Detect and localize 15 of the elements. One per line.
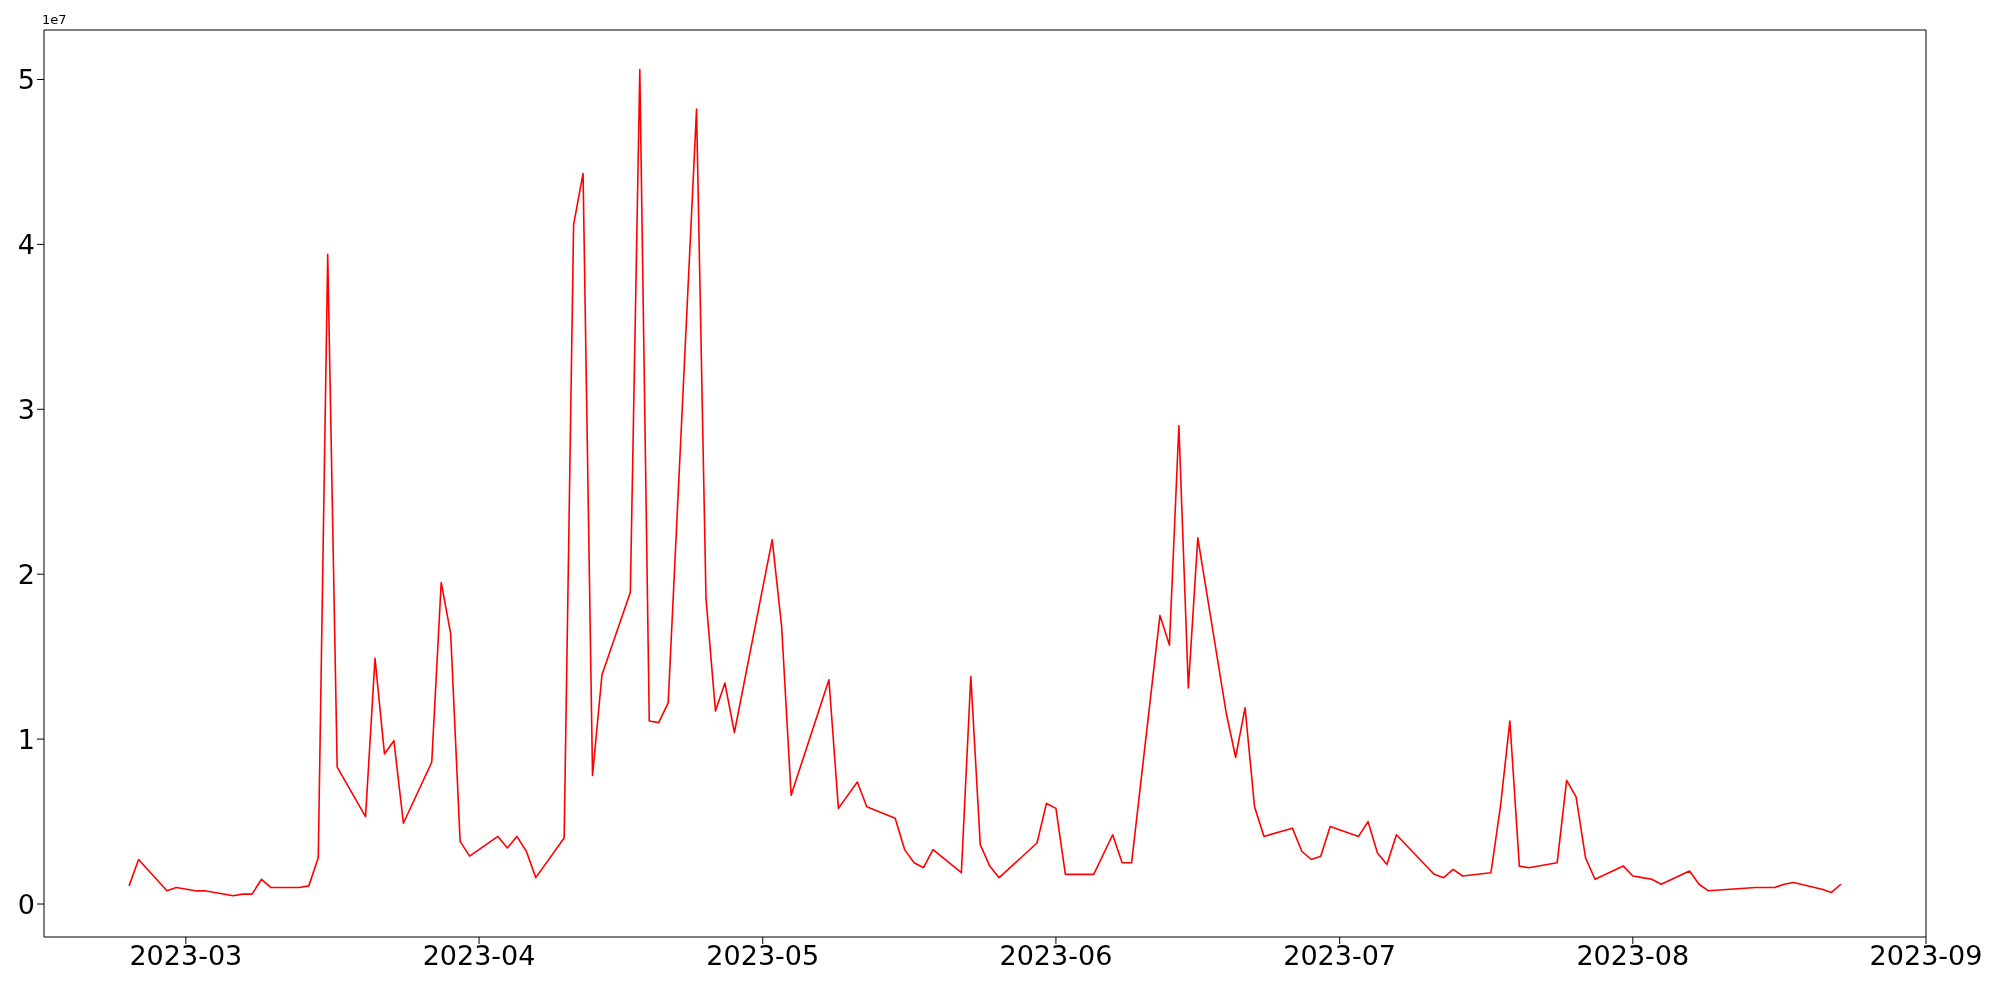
x-tick-label: 2023-05 — [706, 940, 820, 972]
x-tick-label: 2023-06 — [999, 940, 1113, 972]
text: 1e7 — [42, 12, 67, 27]
x-tick-label: 2023-04 — [422, 940, 536, 972]
y-tick-label: 1 — [17, 723, 35, 755]
line-series — [128, 68, 1842, 897]
y-tick-label: 5 — [17, 64, 35, 96]
y-tick-label: 0 — [17, 888, 35, 920]
y-tick-label: 2 — [17, 558, 35, 590]
x-tick-label: 2023-09 — [1869, 940, 1983, 972]
x-tick-label: 2023-07 — [1283, 940, 1397, 972]
y-tick-label: 3 — [17, 393, 35, 425]
y-tick-label: 4 — [17, 228, 35, 260]
x-tick-label: 2023-08 — [1576, 940, 1690, 972]
x-tick-label: 2023-03 — [129, 940, 243, 972]
